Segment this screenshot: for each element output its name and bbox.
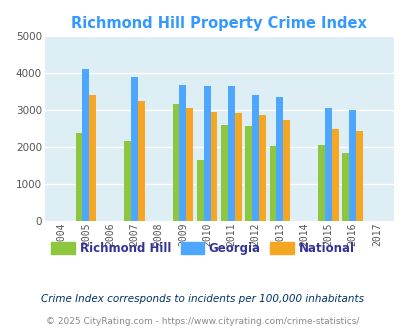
- Bar: [331, 129, 338, 221]
- Text: Crime Index corresponds to incidents per 100,000 inhabitants: Crime Index corresponds to incidents per…: [41, 294, 364, 304]
- Bar: [210, 112, 217, 221]
- Bar: [137, 101, 144, 221]
- Bar: [252, 95, 258, 221]
- Bar: [341, 153, 348, 221]
- Bar: [196, 160, 203, 221]
- Bar: [203, 86, 210, 221]
- Bar: [258, 115, 265, 221]
- Bar: [348, 110, 355, 221]
- Bar: [276, 97, 283, 221]
- Bar: [131, 77, 137, 221]
- Bar: [172, 104, 179, 221]
- Legend: Richmond Hill, Georgia, National: Richmond Hill, Georgia, National: [47, 237, 358, 260]
- Bar: [234, 113, 241, 221]
- Bar: [324, 108, 331, 221]
- Bar: [124, 141, 131, 221]
- Bar: [89, 94, 96, 221]
- Text: © 2025 CityRating.com - https://www.cityrating.com/crime-statistics/: © 2025 CityRating.com - https://www.city…: [46, 317, 359, 326]
- Bar: [245, 126, 252, 221]
- Bar: [82, 69, 89, 221]
- Bar: [283, 120, 289, 221]
- Bar: [221, 125, 228, 221]
- Bar: [318, 145, 324, 221]
- Bar: [186, 108, 193, 221]
- Bar: [179, 85, 186, 221]
- Bar: [75, 133, 82, 221]
- Bar: [228, 86, 234, 221]
- Bar: [269, 146, 276, 221]
- Bar: [355, 131, 362, 221]
- Title: Richmond Hill Property Crime Index: Richmond Hill Property Crime Index: [71, 16, 366, 31]
